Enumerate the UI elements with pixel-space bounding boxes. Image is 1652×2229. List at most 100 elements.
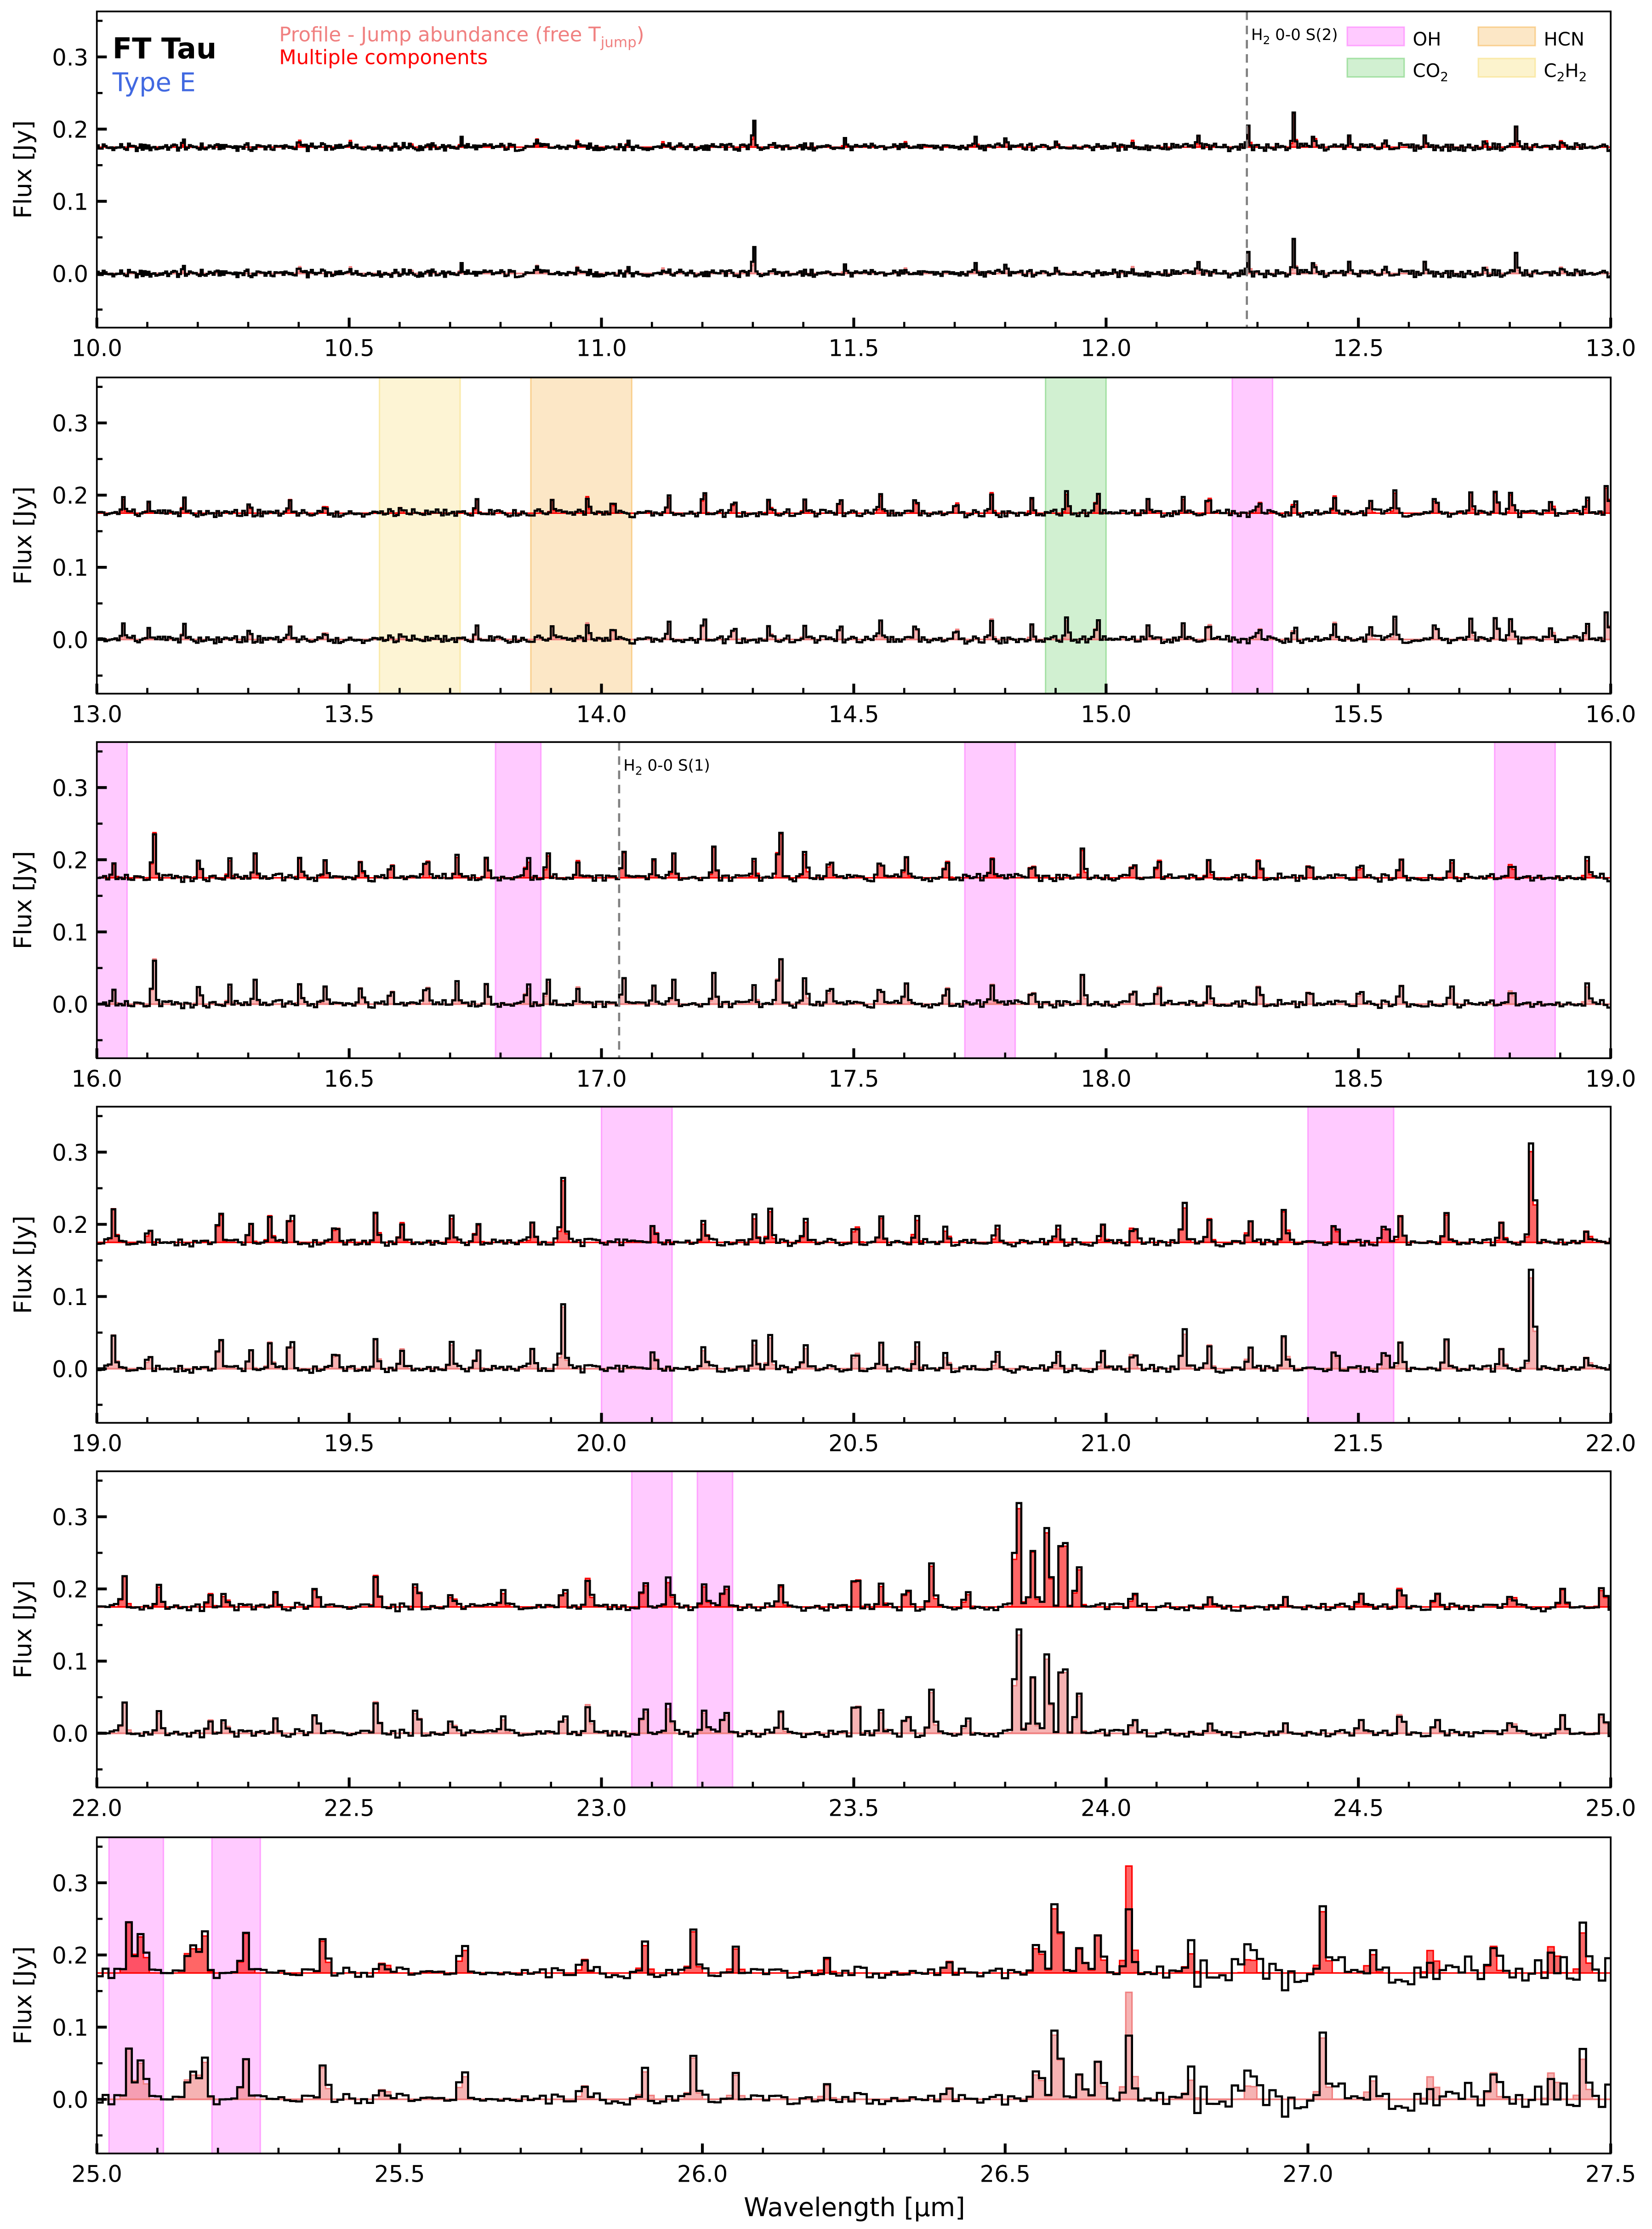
x-tick-label: 11.5 <box>828 335 879 362</box>
y-tick-label: 0.3 <box>52 410 88 437</box>
x-tick-label: 21.0 <box>1081 1430 1131 1457</box>
region-oh <box>1307 1106 1395 1423</box>
x-tick-label: 23.0 <box>576 1795 627 1821</box>
plot-area <box>97 111 1611 279</box>
y-tick-label: 0.0 <box>52 261 88 288</box>
y-axis-label: Flux [Jy] <box>9 851 37 949</box>
profile-model-series <box>97 1277 1611 1370</box>
h2-line-label: H2 0-0 S(2) <box>1251 26 1338 47</box>
legend-hcn-patch <box>1477 26 1536 46</box>
x-tick-label: 17.0 <box>576 1066 627 1092</box>
axes-frame <box>96 741 1612 1059</box>
c2h2-sub1: 2 <box>1557 69 1565 85</box>
y-tick-label: 0.0 <box>52 1356 88 1383</box>
observed-series-upper <box>97 832 1611 883</box>
x-tick-label: 26.5 <box>980 2161 1031 2188</box>
legend-co2-patch <box>1346 57 1405 78</box>
x-tick-label: 12.5 <box>1333 335 1384 362</box>
profile-model-series <box>97 958 1611 1005</box>
y-axis-label: Flux [Jy] <box>9 1946 37 2045</box>
y-tick-label: 0.2 <box>52 847 88 874</box>
y-tick-label: 0.1 <box>52 2014 88 2041</box>
observed-series-upper <box>97 111 1611 152</box>
y-tick-label: 0.2 <box>52 1212 88 1238</box>
observed-series-lower <box>97 958 1611 1009</box>
c2h2-sub2: 2 <box>1579 69 1587 85</box>
x-tick-label: 13.0 <box>72 701 122 728</box>
x-tick-label: 14.0 <box>576 701 627 728</box>
x-tick-label: 21.5 <box>1333 1430 1384 1457</box>
region-co2 <box>1045 377 1107 694</box>
y-tick-label: 0.3 <box>52 1504 88 1531</box>
y-tick-label: 0.1 <box>52 919 88 946</box>
region-oh <box>1231 377 1274 694</box>
observed-series-upper <box>97 1502 1611 1613</box>
c2h2-h: H <box>1565 60 1578 81</box>
legend-profile-suffix: ) <box>637 23 644 46</box>
y-tick-label: 0.3 <box>52 1140 88 1166</box>
y-axis-label: Flux [Jy] <box>9 120 37 219</box>
y-tick-label: 0.3 <box>52 1870 88 1897</box>
x-tick-label: 27.5 <box>1585 2161 1636 2188</box>
y-tick-label: 0.3 <box>52 44 88 71</box>
axes-frame <box>96 376 1612 695</box>
x-axis-label: Wavelength [μm] <box>744 2193 965 2223</box>
y-axis-label: Flux [Jy] <box>9 486 37 585</box>
co2-text: CO <box>1413 60 1440 81</box>
legend-c2h2-label: C2H2 <box>1544 60 1587 84</box>
region-hcn <box>530 377 632 694</box>
x-tick-label: 22.0 <box>1585 1430 1636 1457</box>
region-oh <box>1494 742 1556 1059</box>
y-tick-label: 0.2 <box>52 116 88 143</box>
observed-series-upper <box>97 485 1611 519</box>
panel-3: H2 0-0 S(1) 0.0 0.1 0.2 0.3 16.0 16.5 17.0 17.5 1… <box>9 741 1636 1092</box>
y-tick-label: 0.0 <box>52 2087 88 2114</box>
observed-series-upper <box>97 1142 1611 1248</box>
plot-area <box>97 742 1611 1059</box>
legend-profile-sub: jump <box>600 34 637 51</box>
y-tick-label: 0.0 <box>52 1721 88 1747</box>
multiple-model-series <box>97 113 1611 148</box>
y-tick-label: 0.0 <box>52 992 88 1018</box>
legend-oh-patch <box>1346 26 1405 46</box>
panel-4: 0.0 0.1 0.2 0.3 19.0 19.5 20.0 20.5 21.0 21.5 22.0… <box>9 1106 1636 1457</box>
x-tick-label: 12.0 <box>1081 335 1131 362</box>
region-oh <box>211 1837 261 2154</box>
y-tick-label: 0.1 <box>52 1284 88 1311</box>
y-axis-label: Flux [Jy] <box>9 1215 37 1314</box>
x-tick-label: 25.0 <box>1585 1795 1636 1821</box>
panel-1: H2 0-0 S(2)0.00.10.20.310.0 10.5 11.0 11.5 1… <box>9 11 1636 362</box>
x-tick-label: 13.0 <box>1585 335 1636 362</box>
x-tick-label: 22.0 <box>72 1795 122 1821</box>
target-title: FT Tau <box>113 32 216 65</box>
y-tick-label: 0.1 <box>52 188 88 215</box>
plot-area <box>97 1837 1611 2154</box>
region-c2h2 <box>378 377 461 694</box>
h2-label-rest: 0-0 S(1) <box>643 756 710 775</box>
x-tick-label: 19.0 <box>1585 1066 1636 1092</box>
legend-oh-label: OH <box>1413 29 1441 50</box>
axes-frame <box>96 1470 1612 1789</box>
x-tick-label: 25.0 <box>72 2161 122 2188</box>
region-oh <box>696 1471 734 1788</box>
y-tick-label: 0.3 <box>52 775 88 802</box>
x-tick-label: 16.0 <box>72 1066 122 1092</box>
x-tick-label: 16.5 <box>324 1066 374 1092</box>
plot-area <box>97 377 1611 694</box>
x-tick-label: 18.0 <box>1081 1066 1131 1092</box>
region-oh <box>108 1837 165 2154</box>
plot-area <box>97 1471 1611 1788</box>
x-tick-label: 10.5 <box>324 335 374 362</box>
plot-area <box>97 1106 1611 1423</box>
observed-series-lower <box>97 1268 1611 1374</box>
x-tick-label: 18.5 <box>1333 1066 1384 1092</box>
legend-hcn-label: HCN <box>1544 29 1585 50</box>
x-tick-label: 26.0 <box>677 2161 728 2188</box>
y-tick-label: 0.1 <box>52 1648 88 1675</box>
y-tick-label: 0.2 <box>52 1942 88 1969</box>
y-tick-label: 0.2 <box>52 1576 88 1603</box>
c2h2-c: C <box>1544 60 1557 81</box>
legend-co2-label: CO2 <box>1413 60 1448 84</box>
panel-6: 0.0 0.1 0.2 0.3 25.0 25.5 26.0 26.5 27.0 27.5 Flux… <box>9 1836 1636 2188</box>
